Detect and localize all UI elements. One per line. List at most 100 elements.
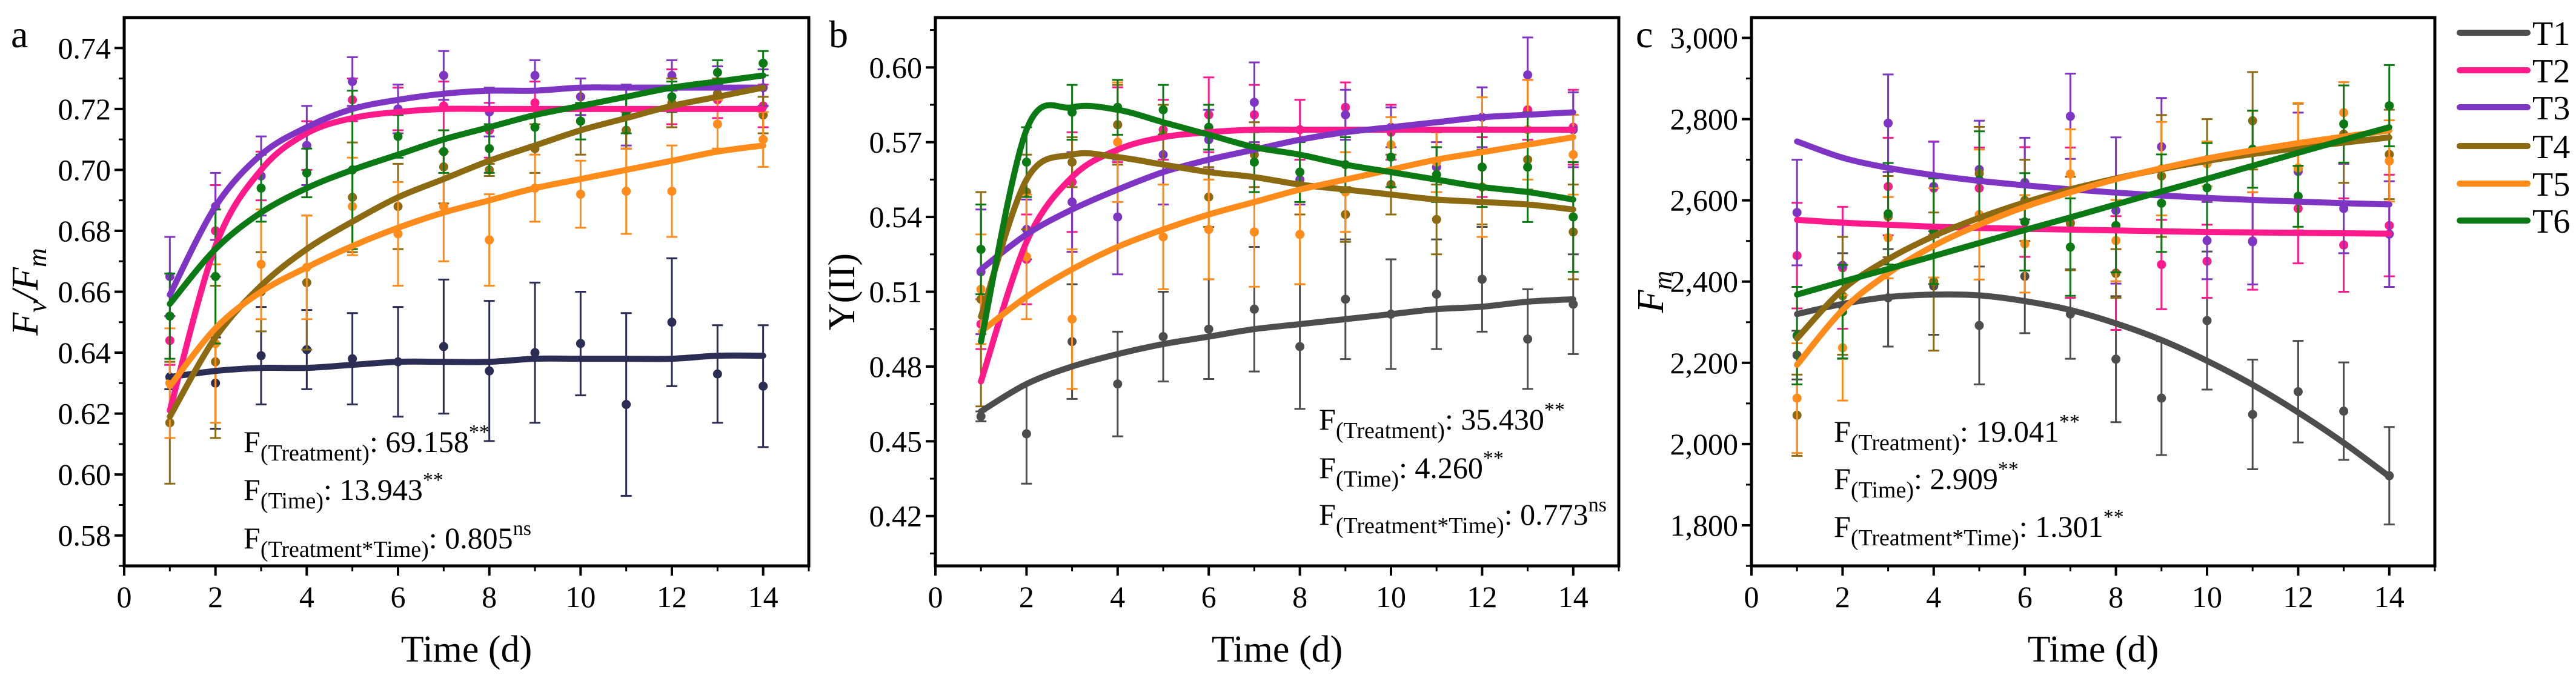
y-tick-label: 0.58	[58, 519, 111, 553]
data-point	[1523, 334, 1533, 344]
anova-annotation: F(Time): 2.909**	[1834, 458, 2019, 503]
data-point	[667, 187, 677, 196]
y-axis-title-part: /F	[5, 267, 46, 302]
y-tick-label: 0.68	[58, 214, 111, 248]
x-tick-label: 0	[117, 580, 132, 614]
y-tick-label: 2,000	[1670, 427, 1739, 461]
legend-item-t3: T3	[2457, 90, 2570, 127]
annotation-subscript: (Treatment*Time)	[1851, 525, 2019, 551]
data-point	[1067, 314, 1077, 324]
legend-item-t1: T1	[2457, 15, 2570, 53]
x-tick-label: 14	[2374, 580, 2405, 614]
legend-item-t2: T2	[2457, 53, 2570, 90]
data-point	[759, 381, 768, 391]
annotation-significance: ns	[513, 517, 531, 540]
data-point	[2202, 316, 2212, 325]
data-point	[1249, 304, 1259, 314]
data-point	[712, 68, 722, 77]
data-point	[2385, 101, 2394, 110]
data-point	[439, 342, 448, 351]
data-point	[393, 131, 403, 141]
x-tick-label: 8	[482, 580, 497, 614]
annotation-subscript: (Time)	[261, 488, 324, 514]
plot-frame	[122, 16, 811, 568]
legend-label: T1	[2532, 15, 2570, 53]
legend-item-t4: T4	[2457, 128, 2570, 166]
fit-curve-t6	[167, 72, 766, 307]
y-axis-title-part: F	[1630, 289, 1671, 313]
panel-label: c	[1636, 13, 1653, 56]
data-point	[256, 351, 266, 361]
data-point	[2202, 236, 2212, 245]
y-tick-label: 3,000	[1670, 21, 1739, 55]
annotation-significance: **	[1998, 458, 2019, 480]
y-tick-label: 2,800	[1670, 102, 1739, 136]
data-point	[1158, 105, 1168, 115]
panel-b: b 0 2 4 6 8 10 12 14 0.42 0.45 0.48 0.51 0.54 0.57 0.60…	[822, 13, 1621, 670]
data-point	[1295, 342, 1305, 351]
y-axis-title-part: F	[5, 312, 46, 336]
y-axis-title: Y(II)	[822, 253, 863, 330]
y-tick-label: 0.66	[58, 275, 111, 309]
y-tick-label: 2,600	[1670, 184, 1739, 218]
y-axis-title-subscript: v	[22, 301, 52, 313]
data-point	[1295, 230, 1305, 239]
fit-curve-t3	[978, 109, 1576, 273]
panel-label: b	[829, 13, 848, 56]
x-tick-label: 6	[391, 580, 406, 614]
y-axis-title: Fv/Fm	[5, 248, 52, 336]
plot-area	[164, 50, 769, 497]
data-point	[165, 311, 174, 321]
data-point	[2248, 410, 2257, 419]
data-point	[2202, 183, 2212, 193]
legend-label: T6	[2532, 203, 2570, 241]
annotation-significance: **	[1483, 447, 1504, 470]
data-point	[530, 348, 540, 357]
y-tick-label: 0.62	[58, 397, 111, 431]
data-point	[576, 339, 585, 348]
data-point	[976, 245, 986, 254]
x-tick-label: 10	[1376, 580, 1406, 614]
data-point	[256, 184, 266, 193]
data-point	[712, 119, 722, 129]
annotation-significance: ns	[1588, 494, 1607, 516]
annotation-value: : 19.041	[1960, 414, 2059, 448]
data-point	[1792, 208, 1802, 218]
data-point	[2065, 242, 2075, 252]
data-point	[2293, 387, 2303, 396]
fit-curve-t6	[978, 102, 1576, 345]
annotation-subscript: (Treatment)	[1336, 418, 1445, 444]
x-axis-title: Time (d)	[1212, 629, 1343, 670]
data-point	[1884, 209, 1893, 219]
annotation-value: : 13.943	[324, 473, 423, 507]
plot-frame	[934, 16, 1621, 568]
annotation-subscript: (Treatment)	[261, 440, 370, 466]
x-tick-label: 2	[208, 580, 223, 614]
data-point	[1021, 158, 1031, 167]
data-point	[2157, 198, 2166, 208]
anova-annotation: F(Treatment*Time): 1.301**	[1834, 506, 2124, 551]
data-point	[2157, 260, 2166, 270]
data-point	[1523, 70, 1533, 80]
annotation-subscript: (Time)	[1336, 467, 1399, 492]
x-tick-label: 2	[1835, 580, 1850, 614]
data-point	[211, 271, 221, 281]
data-point	[1021, 429, 1031, 439]
series-t4	[164, 78, 769, 485]
data-point	[2248, 237, 2257, 247]
annotation-label: F	[1834, 462, 1851, 496]
annotation-value: : 4.260	[1399, 451, 1483, 485]
fit-curve-t6	[1794, 124, 2392, 298]
data-point	[2157, 393, 2166, 403]
y-tick-label: 0.54	[869, 200, 923, 234]
data-point	[1249, 227, 1259, 237]
legend-label: T5	[2532, 166, 2570, 204]
annotation-significance: **	[423, 469, 443, 491]
y-tick-label: 2,400	[1670, 265, 1739, 299]
annotation-significance: **	[469, 421, 490, 444]
x-tick-label: 4	[299, 580, 314, 614]
x-tick-label: 10	[2192, 580, 2222, 614]
x-tick-label: 4	[1110, 580, 1125, 614]
